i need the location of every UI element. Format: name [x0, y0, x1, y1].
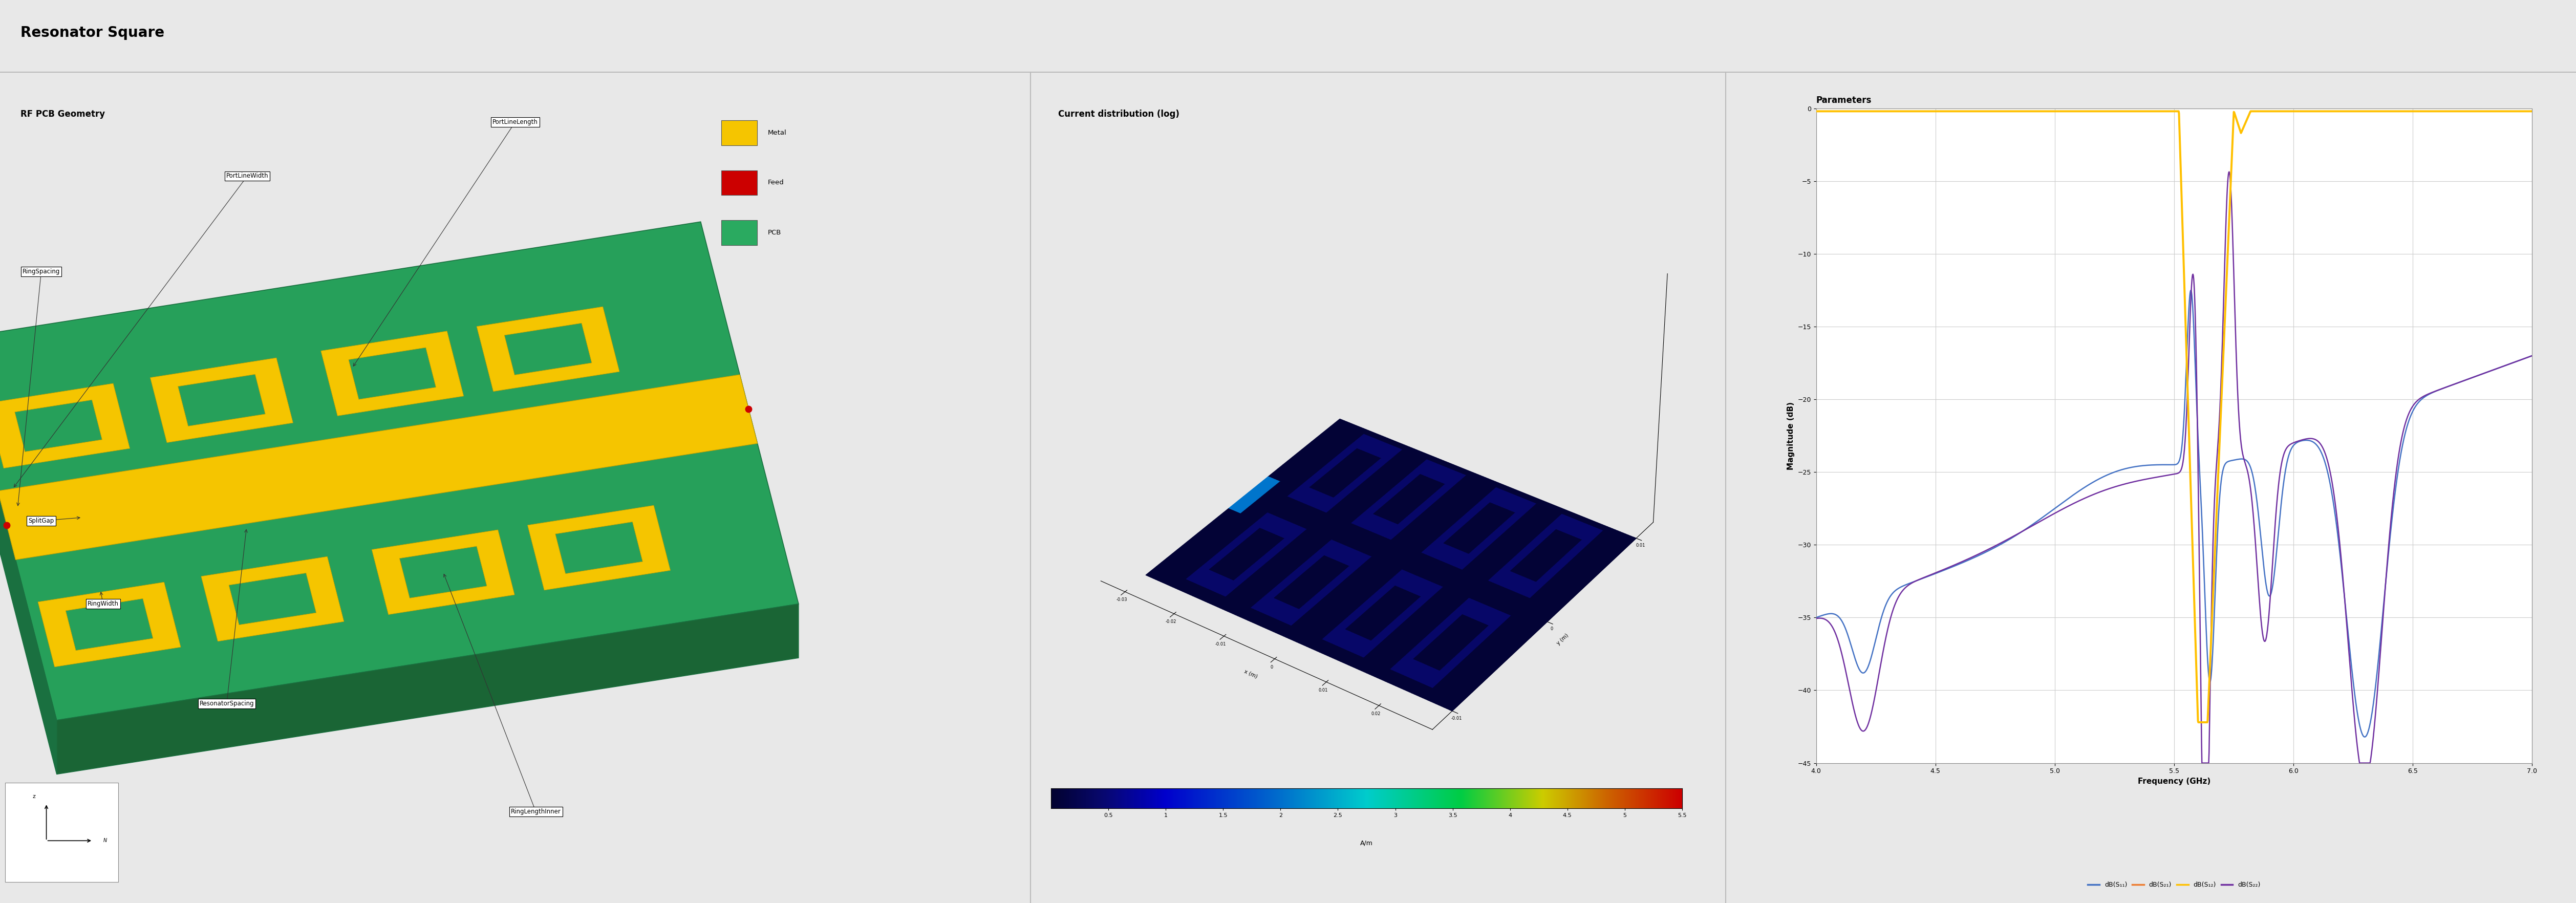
Polygon shape	[39, 582, 180, 667]
Text: Parameters: Parameters	[1816, 96, 1873, 105]
Polygon shape	[0, 222, 799, 721]
Polygon shape	[15, 400, 103, 451]
Polygon shape	[399, 546, 487, 598]
Polygon shape	[229, 573, 317, 625]
Text: ResonatorSpacing: ResonatorSpacing	[198, 701, 255, 707]
Text: SplitGap: SplitGap	[28, 517, 54, 524]
Text: PCB: PCB	[768, 229, 781, 236]
Text: PortLineWidth: PortLineWidth	[227, 172, 268, 180]
Bar	[721, 220, 757, 245]
Polygon shape	[0, 375, 757, 560]
Text: RingLengthInner: RingLengthInner	[510, 808, 562, 815]
Legend: dB(S₁₁), dB(S₂₁), dB(S₁₂), dB(S₂₂): dB(S₁₁), dB(S₂₁), dB(S₁₂), dB(S₂₂)	[2084, 879, 2264, 890]
Bar	[721, 120, 757, 145]
Bar	[721, 171, 757, 195]
Text: PortLineLength: PortLineLength	[492, 119, 538, 126]
Text: N: N	[103, 838, 106, 843]
Text: A/m: A/m	[1360, 840, 1373, 847]
X-axis label: x (m): x (m)	[1244, 668, 1260, 679]
Polygon shape	[505, 323, 592, 375]
Polygon shape	[556, 522, 641, 573]
Text: RF PCB Geometry: RF PCB Geometry	[21, 109, 106, 119]
Y-axis label: Magnitude (dB): Magnitude (dB)	[1788, 402, 1795, 470]
Polygon shape	[201, 556, 345, 641]
FancyBboxPatch shape	[5, 783, 118, 882]
Polygon shape	[371, 530, 515, 615]
Polygon shape	[528, 506, 670, 591]
Text: Resonator Square: Resonator Square	[21, 25, 165, 40]
Polygon shape	[0, 338, 57, 774]
Polygon shape	[348, 348, 435, 399]
Text: RingWidth: RingWidth	[88, 600, 118, 607]
Y-axis label: y (m): y (m)	[1556, 632, 1569, 646]
Polygon shape	[322, 331, 464, 416]
Polygon shape	[477, 307, 618, 391]
Text: Current distribution (log): Current distribution (log)	[1059, 109, 1180, 119]
Polygon shape	[149, 358, 294, 442]
Text: z: z	[33, 794, 36, 799]
Text: RingSpacing: RingSpacing	[23, 268, 59, 275]
Text: Feed: Feed	[768, 180, 783, 186]
X-axis label: Frequency (GHz): Frequency (GHz)	[2138, 777, 2210, 786]
Text: Metal: Metal	[768, 129, 786, 136]
Polygon shape	[64, 599, 152, 650]
Polygon shape	[57, 604, 799, 774]
Polygon shape	[178, 375, 265, 426]
Polygon shape	[0, 384, 129, 468]
